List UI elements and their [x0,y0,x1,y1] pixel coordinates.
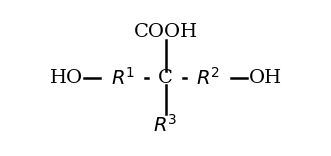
Text: C: C [158,69,173,87]
Text: OH: OH [248,69,282,87]
Text: $R^{3}$: $R^{3}$ [153,113,178,135]
Text: $R^{2}$: $R^{2}$ [196,67,220,89]
Text: COOH: COOH [133,23,198,41]
Text: $R^{1}$: $R^{1}$ [111,67,135,89]
Text: HO: HO [49,69,83,87]
